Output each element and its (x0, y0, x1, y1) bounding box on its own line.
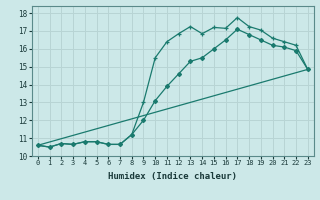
X-axis label: Humidex (Indice chaleur): Humidex (Indice chaleur) (108, 172, 237, 181)
